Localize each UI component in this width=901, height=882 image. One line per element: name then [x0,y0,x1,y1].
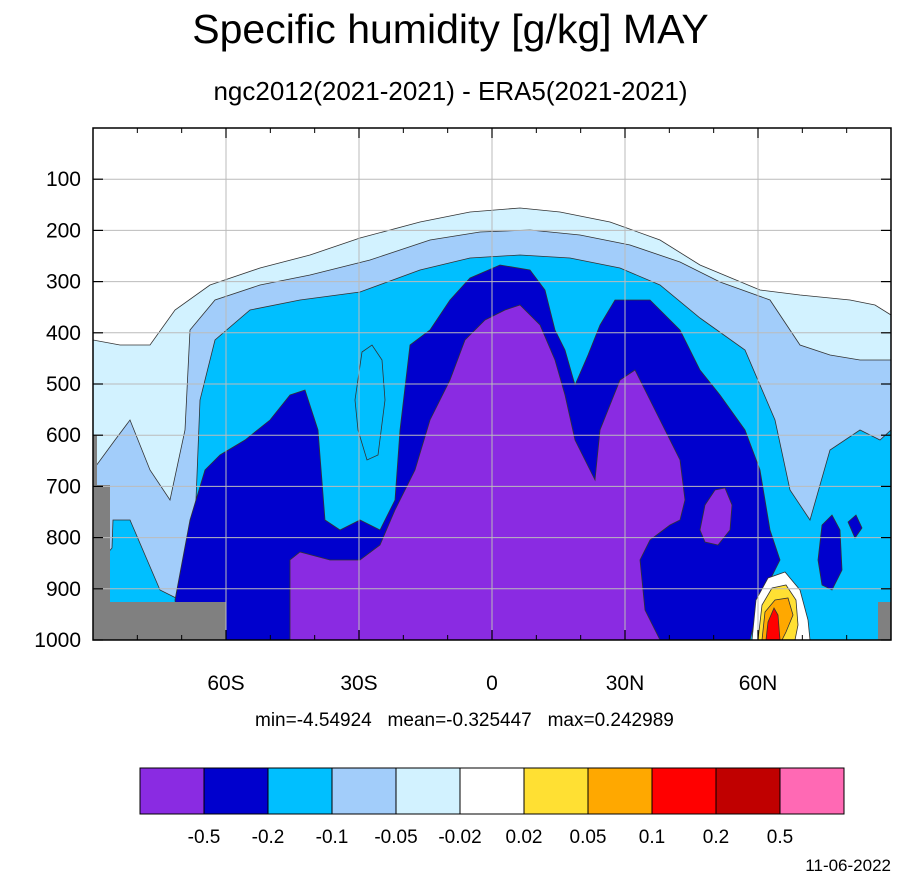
y-tick-label: 300 [46,271,81,294]
y-tick-label: 700 [46,475,81,498]
axes: 60S 30S 0 30N 60N 100 200 300 400 500 600 700 800 900… [34,128,891,695]
y-tick-label: 200 [46,219,81,242]
colorbar-swatch [587,767,653,815]
y-tick-label: 500 [46,373,81,396]
colorbar-swatch [779,767,845,815]
colorbar-swatch [651,767,717,815]
colorbar-label: -0.5 [188,827,221,848]
colorbar-swatch [459,767,525,815]
colorbar-label: -0.02 [438,827,481,848]
colorbar-swatch [139,767,205,815]
y-tick-label: 800 [46,527,81,550]
contour-island-darkblue-n2 [847,514,863,539]
colorbar-swatch [395,767,461,815]
y-tick-label: 100 [46,168,81,191]
colorbar-label: 0.02 [506,827,543,848]
stats-line: min=-4.54924 mean=-0.325447 max=0.242989 [255,710,674,731]
contour-island-darkblue-n1 [817,514,843,591]
x-tick-label: 0 [486,672,498,695]
colorbar-swatch [203,767,269,815]
colorbar: -0.5 -0.2 -0.1 -0.05 -0.02 0.02 0.05 0.1 0.2 0.5 [139,767,845,848]
contour-positive-0.2 [765,607,781,640]
colorbar-label: 0.05 [570,827,607,848]
date-stamp: 11-06-2022 [805,856,891,875]
y-tick-label: 1000 [34,629,81,652]
x-tick-label: 60S [207,672,244,695]
chart-title: Specific humidity [g/kg] MAY [192,6,709,52]
y-tick-label: 900 [46,578,81,601]
chart-subtitle: ngc2012(2021-2021) - ERA5(2021-2021) [213,76,688,106]
y-tick-label: 400 [46,322,81,345]
missing-topography-south [93,435,226,640]
x-tick-label: 30S [340,672,377,695]
colorbar-swatch [267,767,333,815]
colorbar-label: -0.2 [252,827,285,848]
colorbar-label: 0.2 [703,827,729,848]
contour-island-blue-30s [354,344,386,461]
x-tick-label: 30N [606,672,645,695]
colorbar-swatch [523,767,589,815]
contour-island-purple-n [699,487,733,546]
grid-lines [93,128,891,640]
colorbar-swatch [331,767,397,815]
y-tick-label: 600 [46,424,81,447]
missing-topography-north [878,602,891,640]
colorbar-swatch [715,767,781,815]
colorbar-label: -0.05 [374,827,417,848]
colorbar-label: -0.1 [316,827,349,848]
x-tick-label: 60N [739,672,778,695]
contour-band--0.5 [289,304,686,640]
colorbar-label: 0.5 [767,827,793,848]
colorbar-label: 0.1 [639,827,665,848]
